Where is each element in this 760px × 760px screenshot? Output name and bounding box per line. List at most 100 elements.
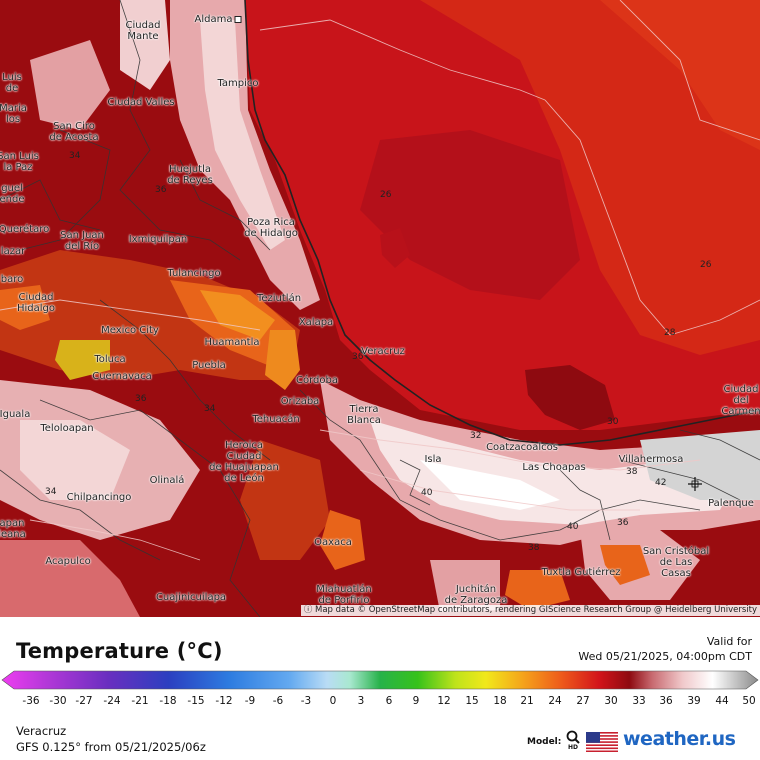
brand-logo[interactable]: weather.us [623, 728, 736, 750]
contour-label: 32 [470, 431, 482, 441]
city-label: Iguala [0, 409, 31, 420]
tick-label: 30 [604, 695, 618, 707]
tick-label: 12 [437, 695, 451, 707]
city-label: Miahuatlán de Porfirio [316, 584, 372, 606]
city-label: baro [0, 274, 24, 285]
tick-label: -24 [103, 695, 121, 707]
tick-label: -15 [187, 695, 205, 707]
tick-label: 18 [493, 695, 507, 707]
crosshair-icon [688, 477, 702, 491]
city-label: Cuajinicuilapa [155, 592, 227, 603]
contour-label: 26 [700, 260, 712, 270]
city-label: Acapulco [45, 556, 91, 567]
city-label: Xalapa [298, 317, 334, 328]
tick-label: 6 [385, 695, 393, 707]
city-label: San Luis la Paz [0, 151, 39, 173]
city-label: Cuernavaca [92, 371, 152, 382]
city-label: Oaxaca [314, 537, 352, 548]
tick-label: 21 [520, 695, 534, 707]
contour-label: 42 [655, 478, 667, 488]
contour-label: 34 [45, 487, 57, 497]
tick-label: 33 [632, 695, 646, 707]
city-label: Ixmiquilpan [128, 234, 188, 245]
contour-label: 36 [135, 394, 147, 404]
tick-label: 9 [412, 695, 420, 707]
contour-lines [0, 0, 760, 561]
hd-search-icon[interactable]: HD [565, 730, 581, 750]
city-label: Las Choapas [522, 462, 586, 473]
tick-label: 0 [329, 695, 337, 707]
tick-label: -30 [49, 695, 67, 707]
contour-label: 36 [155, 185, 167, 195]
map-attribution: ⓘ Map data © OpenStreetMap contributors,… [300, 605, 760, 616]
coastline [244, 0, 760, 446]
city-label: Teziutlán [256, 293, 302, 304]
color-scale [1, 670, 759, 690]
city-label: Luis de [2, 72, 22, 94]
city-label: Villahermosa [618, 454, 684, 465]
city-label: Heroica Ciudad de Huajuapan de León [209, 440, 279, 484]
city-label: Maria los [0, 103, 27, 125]
tick-label: -6 [272, 695, 284, 707]
city-label: Tuxtla Gutiérrez [541, 567, 621, 578]
city-label: San Ciro de Acosta [49, 121, 99, 143]
tick-label: 36 [659, 695, 673, 707]
city-label: Huamantla [204, 337, 260, 348]
tick-label: 27 [576, 695, 590, 707]
sea-blob [525, 365, 615, 430]
city-label: guel ende [0, 183, 25, 205]
borders [0, 0, 760, 617]
city-label: Mexico City [101, 325, 159, 336]
temperature-map[interactable]: Aldama Ciudad Mante Tampico Ciudad Valle… [0, 0, 760, 617]
city-label: San Juan del Río [60, 230, 104, 252]
contour-label: 34 [204, 404, 216, 414]
city-label: Poza Rica de Hidalgo [244, 217, 298, 239]
city-label: Toluca [94, 354, 126, 365]
tick-label: -3 [300, 695, 312, 707]
tick-label: -18 [159, 695, 177, 707]
valid-time: Wed 05/21/2025, 04:00pm CDT [578, 650, 752, 663]
tick-label: -12 [215, 695, 233, 707]
model-run-label: GFS 0.125° from 05/21/2025/06z [16, 740, 206, 754]
sea-cooler-area [360, 130, 580, 300]
contour-label: 30 [607, 417, 619, 427]
tick-label: 39 [687, 695, 701, 707]
city-label: Tierra Blanca [347, 404, 381, 426]
contour-label: 36 [617, 518, 629, 528]
tick-label: 50 [742, 695, 756, 707]
contour-label: 40 [421, 488, 433, 498]
tick-label: -27 [75, 695, 93, 707]
city-label: Palenque [708, 498, 754, 509]
legend-footer: Temperature (°C) Valid for Wed 05/21/202… [0, 617, 760, 760]
city-label: Veracruz [361, 346, 405, 357]
city-label: Huejutla de Reyes [167, 164, 213, 186]
map-canvas [0, 0, 760, 617]
contour-label: 26 [380, 190, 392, 200]
city-label: lazar [0, 246, 26, 257]
city-label: Ciudad Mante [125, 20, 161, 42]
contour-label: 34 [69, 151, 81, 161]
svg-text:HD: HD [568, 744, 578, 750]
city-label: apan leana [0, 518, 26, 540]
us-flag-icon [586, 732, 618, 752]
legend-title: Temperature (°C) [16, 639, 223, 663]
city-label: Ciudad del Carmen [721, 384, 760, 417]
sea-warmer-area [420, 0, 760, 355]
contour-label: 28 [664, 328, 676, 338]
tick-label: 44 [715, 695, 729, 707]
location-label: Veracruz [16, 724, 67, 738]
city-label: Tampico [217, 78, 259, 89]
tick-label: 3 [357, 695, 365, 707]
city-label: Orizaba [280, 396, 320, 407]
city-label: Ciudad Hidalgo [16, 292, 56, 314]
tick-label: 15 [465, 695, 479, 707]
contour-label: 40 [567, 522, 579, 532]
city-label: Juchitán de Zaragoza [444, 584, 508, 606]
contour-label: 36 [352, 352, 364, 362]
color-scale-ticks: -36 -30 -27 -24 -21 -18 -15 -12 -9 -6 -3… [0, 695, 760, 709]
city-label: Aldama [195, 14, 242, 25]
city-label: Coatzacoalcos [486, 442, 558, 453]
city-label: Chilpancingo [66, 492, 132, 503]
city-label: Isla [424, 454, 442, 465]
tick-label: 24 [548, 695, 562, 707]
